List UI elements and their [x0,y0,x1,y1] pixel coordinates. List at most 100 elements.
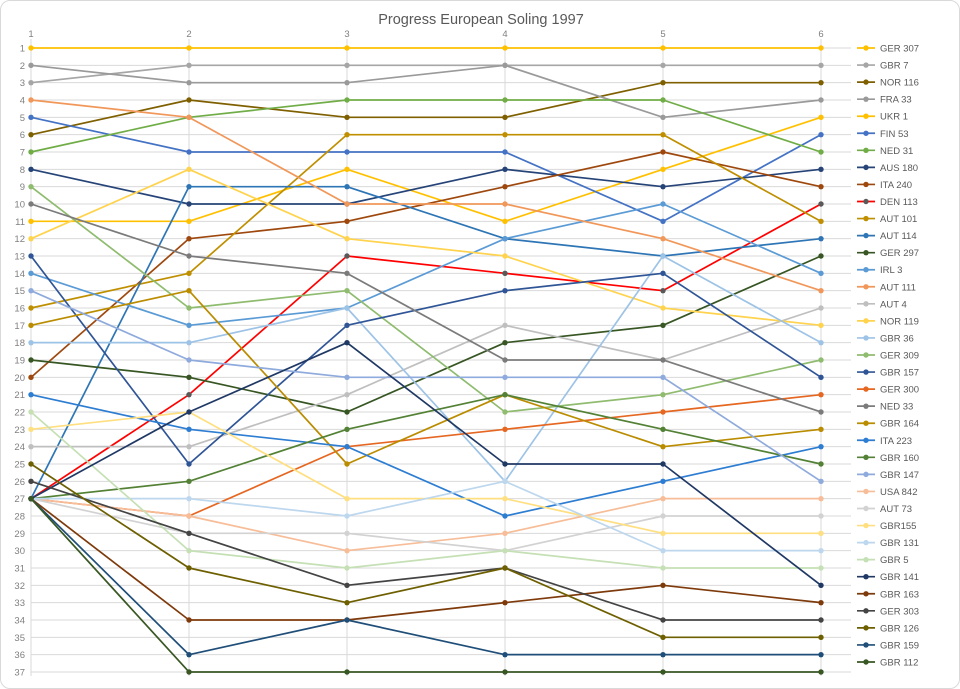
legend-item: AUT 114 [857,231,917,242]
series-marker-NED-33 [186,253,192,259]
series-marker-GBR-36 [660,253,666,259]
series-marker-GER-309 [502,409,508,415]
series-marker-GBR-7 [344,62,350,69]
series-marker-GBR-5 [186,547,192,554]
series-marker-GER-300 [502,426,508,433]
series-marker-GBR-160 [344,426,350,433]
series-marker-GBR-164 [818,426,824,433]
y-tick-label: 16 [14,303,25,314]
series-marker-AUT-111 [344,201,350,207]
legend-item: GBR 157 [857,368,919,379]
legend-item: GER 307 [857,44,919,55]
x-tick-label: 2 [186,29,191,40]
series-marker-NOR-116 [660,79,666,86]
legend-item: NOR 119 [857,316,919,327]
legend-swatch-marker [863,232,869,239]
legend-label: GBR 7 [880,61,909,72]
legend-label: GBR 36 [880,333,914,344]
series-marker-AUT-111 [186,114,192,121]
series-marker-AUS-180 [186,201,192,207]
legend-item: AUT 73 [857,504,912,515]
series-marker-NED-31 [818,149,824,155]
series-marker-NOR-119 [818,322,824,329]
legend-label: FIN 53 [880,129,909,140]
legend-item: AUT 4 [857,299,907,310]
series-marker-GBR-141 [660,461,666,467]
legend-label: GER 303 [880,606,919,617]
legend-label: GER 307 [880,44,919,55]
legend-label: GBR 112 [880,657,918,668]
series-marker-USA-842 [502,530,508,537]
series-marker-AUT-114 [186,183,192,190]
legend-label: USA 842 [880,487,918,498]
series-line-GBR-36 [31,255,822,483]
legend-swatch-marker [863,45,869,51]
legend-item: GBR155 [857,521,916,532]
series-marker-GBR155 [28,426,34,433]
series-marker-GBR-160 [818,461,824,467]
series-line-GBR-7 [30,64,821,84]
series-marker-GBR-131 [186,495,192,502]
y-tick-label: 15 [14,286,25,297]
legend-item: FRA 33 [857,95,912,106]
y-tick-label: 12 [14,234,25,245]
series-marker-GBR-126 [660,634,666,641]
series-marker-GBR-5 [660,565,666,571]
y-tick-label: 24 [14,442,25,453]
legend-label: NOR 119 [880,316,919,327]
series-marker-GBR-131 [502,478,508,485]
series-marker-GBR-7 [186,62,192,69]
series-marker-GBR-112 [28,495,34,502]
series-marker-NED-33 [818,409,824,415]
legend-item: USA 842 [857,487,918,498]
series-marker-GBR-147 [502,374,508,381]
series-marker-ITA-240 [344,218,350,225]
series-marker-AUT-101 [818,218,824,225]
series-marker-GBR155 [344,495,350,502]
y-tick-label: 14 [14,269,25,280]
series-line-GER-297 [30,255,822,413]
x-tick-label: 6 [818,29,823,40]
legend-item: IRL 3 [857,265,902,276]
series-marker-FRA-33 [660,114,666,121]
series-line-GBR-141 [30,341,822,586]
series-marker-GER-297 [660,322,666,329]
legend-label: AUT 4 [880,299,907,310]
series-marker-AUT-73 [818,513,824,519]
series-marker-GER-309 [186,305,192,311]
series-marker-GBR-160 [186,478,192,485]
series-marker-GBR-163 [660,582,666,589]
series-line-NED-33 [30,203,822,413]
series-marker-UKR-1 [28,218,34,225]
series-marker-GER-309 [28,183,34,190]
legend-item: UKR 1 [857,112,908,123]
legend-label: AUT 114 [880,231,917,242]
series-marker-GBR-36 [344,305,350,311]
series-marker-GER-309 [344,287,350,294]
series-marker-NOR-119 [502,253,508,259]
legend-swatch-marker [863,318,869,324]
legend-label: AUT 73 [880,504,912,515]
series-marker-AUT-111 [660,235,666,242]
series-marker-GER-297 [818,253,824,259]
legend-item: AUT 101 [857,214,917,225]
legend-label: GBR155 [880,521,916,532]
legend-swatch-marker [863,454,869,461]
series-line-GBR-163 [30,497,822,621]
series-marker-NED-33 [660,357,666,363]
series-line-AUT-114 [30,185,822,500]
y-tick-label: 32 [14,581,25,592]
series-marker-FRA-33 [344,79,350,86]
series-marker-NED-31 [344,97,350,103]
legend-label: AUT 111 [880,282,916,293]
legend-swatch-marker [863,284,869,290]
series-marker-GBR-159 [344,617,350,623]
series-line-GER-303 [30,480,821,621]
series-marker-NED-31 [28,149,34,155]
series-marker-AUT-73 [660,513,666,519]
series-marker-NOR-119 [660,305,666,311]
y-tick-label: 21 [14,390,25,401]
y-tick-label: 7 [20,147,25,158]
series-marker-GBR-164 [186,287,192,294]
series-marker-FIN-53 [660,218,666,225]
